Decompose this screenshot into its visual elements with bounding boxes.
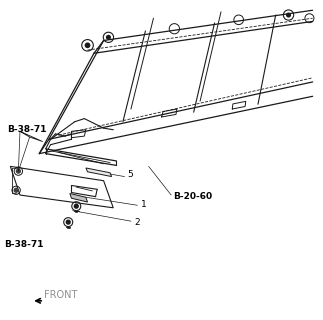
Circle shape [85,43,90,48]
Text: 2: 2 [134,218,140,227]
Circle shape [74,204,78,208]
Polygon shape [86,168,112,177]
Text: FRONT: FRONT [44,291,78,300]
Text: B-20-60: B-20-60 [173,192,212,201]
Circle shape [14,188,18,192]
Text: B-38-71: B-38-71 [7,125,47,134]
Circle shape [16,169,20,173]
Text: 5: 5 [128,170,133,179]
Polygon shape [70,194,88,202]
Circle shape [106,35,111,40]
Circle shape [286,12,291,18]
Circle shape [66,220,70,224]
Text: B-38-71: B-38-71 [4,240,43,249]
Text: 1: 1 [141,200,146,209]
